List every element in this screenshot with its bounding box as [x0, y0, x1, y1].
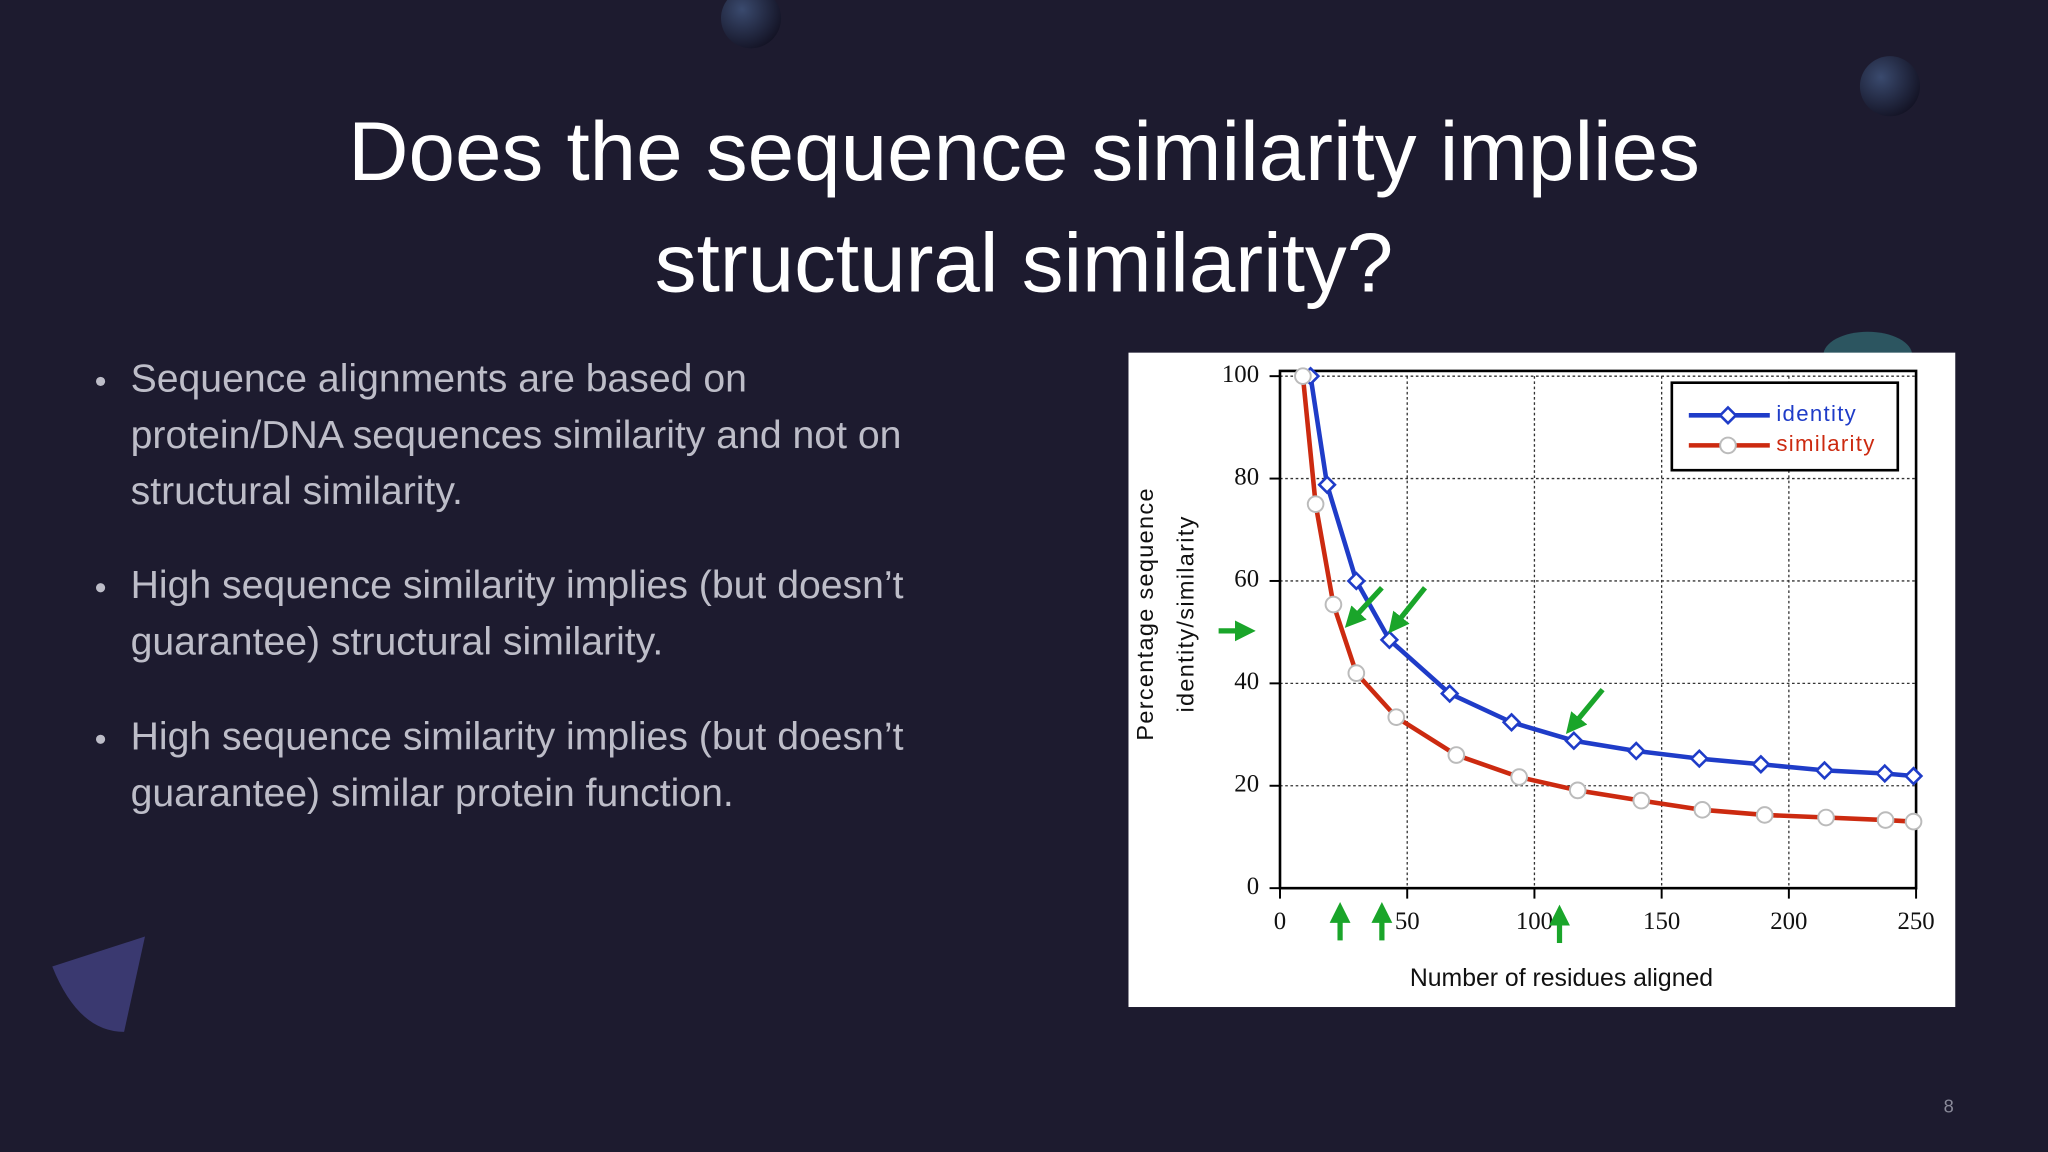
y-tick-label: 60	[1234, 566, 1259, 593]
bullet-dot	[96, 734, 106, 744]
data-point	[1876, 811, 1895, 829]
data-point	[1755, 806, 1774, 824]
data-point	[1324, 595, 1343, 614]
y-tick-label: 20	[1234, 770, 1259, 797]
title: Does the sequence similarity implies stru…	[348, 104, 1700, 309]
decor-bubble	[1859, 56, 1920, 117]
y-tick-label: 40	[1234, 668, 1259, 695]
arrow	[1388, 586, 1428, 634]
bullet-text: High sequence similarity implies (but do…	[131, 716, 904, 759]
data-point	[1346, 571, 1367, 591]
bullet-text: structural similarity.	[131, 470, 463, 513]
legend-marker	[1718, 405, 1738, 426]
x-tick-label: 200	[1770, 908, 1807, 935]
legend-marker	[1719, 436, 1737, 455]
data-point	[1294, 367, 1312, 385]
legend-label: identity	[1776, 401, 1857, 426]
chart: 0 20 40 60 80 100 0 50 100 150 200 250 Number of res…	[1132, 361, 1935, 992]
data-point	[1564, 731, 1584, 751]
y-tick-label: 0	[1247, 873, 1259, 900]
data-point	[1814, 760, 1835, 781]
title-line: structural similarity?	[655, 215, 1393, 309]
y-axis-label: identity/similarity	[1172, 515, 1198, 712]
bullet-text: High sequence similarity implies (but do…	[131, 564, 904, 607]
data-point	[1693, 801, 1712, 819]
bullet-text: Sequence alignments are based on	[131, 358, 747, 401]
data-point	[1626, 741, 1646, 761]
data-point	[1501, 712, 1522, 732]
arrow	[1565, 687, 1605, 734]
data-point	[1440, 683, 1460, 704]
decor-bubble	[720, 0, 782, 49]
data-point	[1875, 763, 1895, 784]
x-tick-label: 100	[1516, 908, 1553, 935]
data-point	[1751, 754, 1771, 774]
data-point	[1510, 768, 1528, 786]
data-point	[1447, 746, 1466, 764]
data-point	[1568, 781, 1587, 800]
data-point	[1387, 708, 1406, 726]
data-point	[1817, 808, 1835, 827]
bullet-dot	[96, 376, 106, 386]
y-tick-label: 80	[1234, 463, 1259, 490]
bullet-text: guarantee) similar protein function.	[131, 772, 734, 815]
series-line	[1300, 375, 1914, 824]
bullet-dot	[96, 583, 106, 593]
bullet-list: Sequence alignments are based on protein/…	[96, 358, 904, 815]
data-point	[1317, 475, 1337, 495]
plot-frame	[1278, 369, 1918, 890]
data-point	[1903, 766, 1924, 786]
legend-box	[1670, 381, 1900, 472]
x-tick-label: 50	[1395, 908, 1420, 935]
x-tick-label: 0	[1274, 908, 1286, 935]
x-axis-label: Number of residues aligned	[1410, 965, 1713, 992]
data-point	[1306, 495, 1325, 513]
data-point	[1379, 630, 1400, 650]
data-point	[1632, 791, 1651, 810]
annotation-arrows	[1218, 585, 1605, 944]
data-point	[1689, 748, 1709, 769]
arrow	[1344, 585, 1384, 628]
decor-cone	[52, 936, 145, 1032]
bullet-text: protein/DNA sequences similarity and not…	[131, 414, 902, 457]
x-tick-label: 150	[1643, 908, 1680, 935]
title-line: Does the sequence similarity implies	[348, 104, 1700, 198]
y-axis-label: Percentage sequence	[1132, 487, 1158, 740]
y-tick-label: 100	[1222, 361, 1259, 388]
data-point	[1347, 664, 1366, 682]
page-number: 8	[1944, 1095, 1954, 1116]
legend-label: similarity	[1776, 431, 1875, 456]
x-tick-label: 250	[1897, 908, 1934, 935]
bullet-text: guarantee) structural similarity.	[131, 620, 664, 663]
data-point	[1904, 812, 1923, 831]
